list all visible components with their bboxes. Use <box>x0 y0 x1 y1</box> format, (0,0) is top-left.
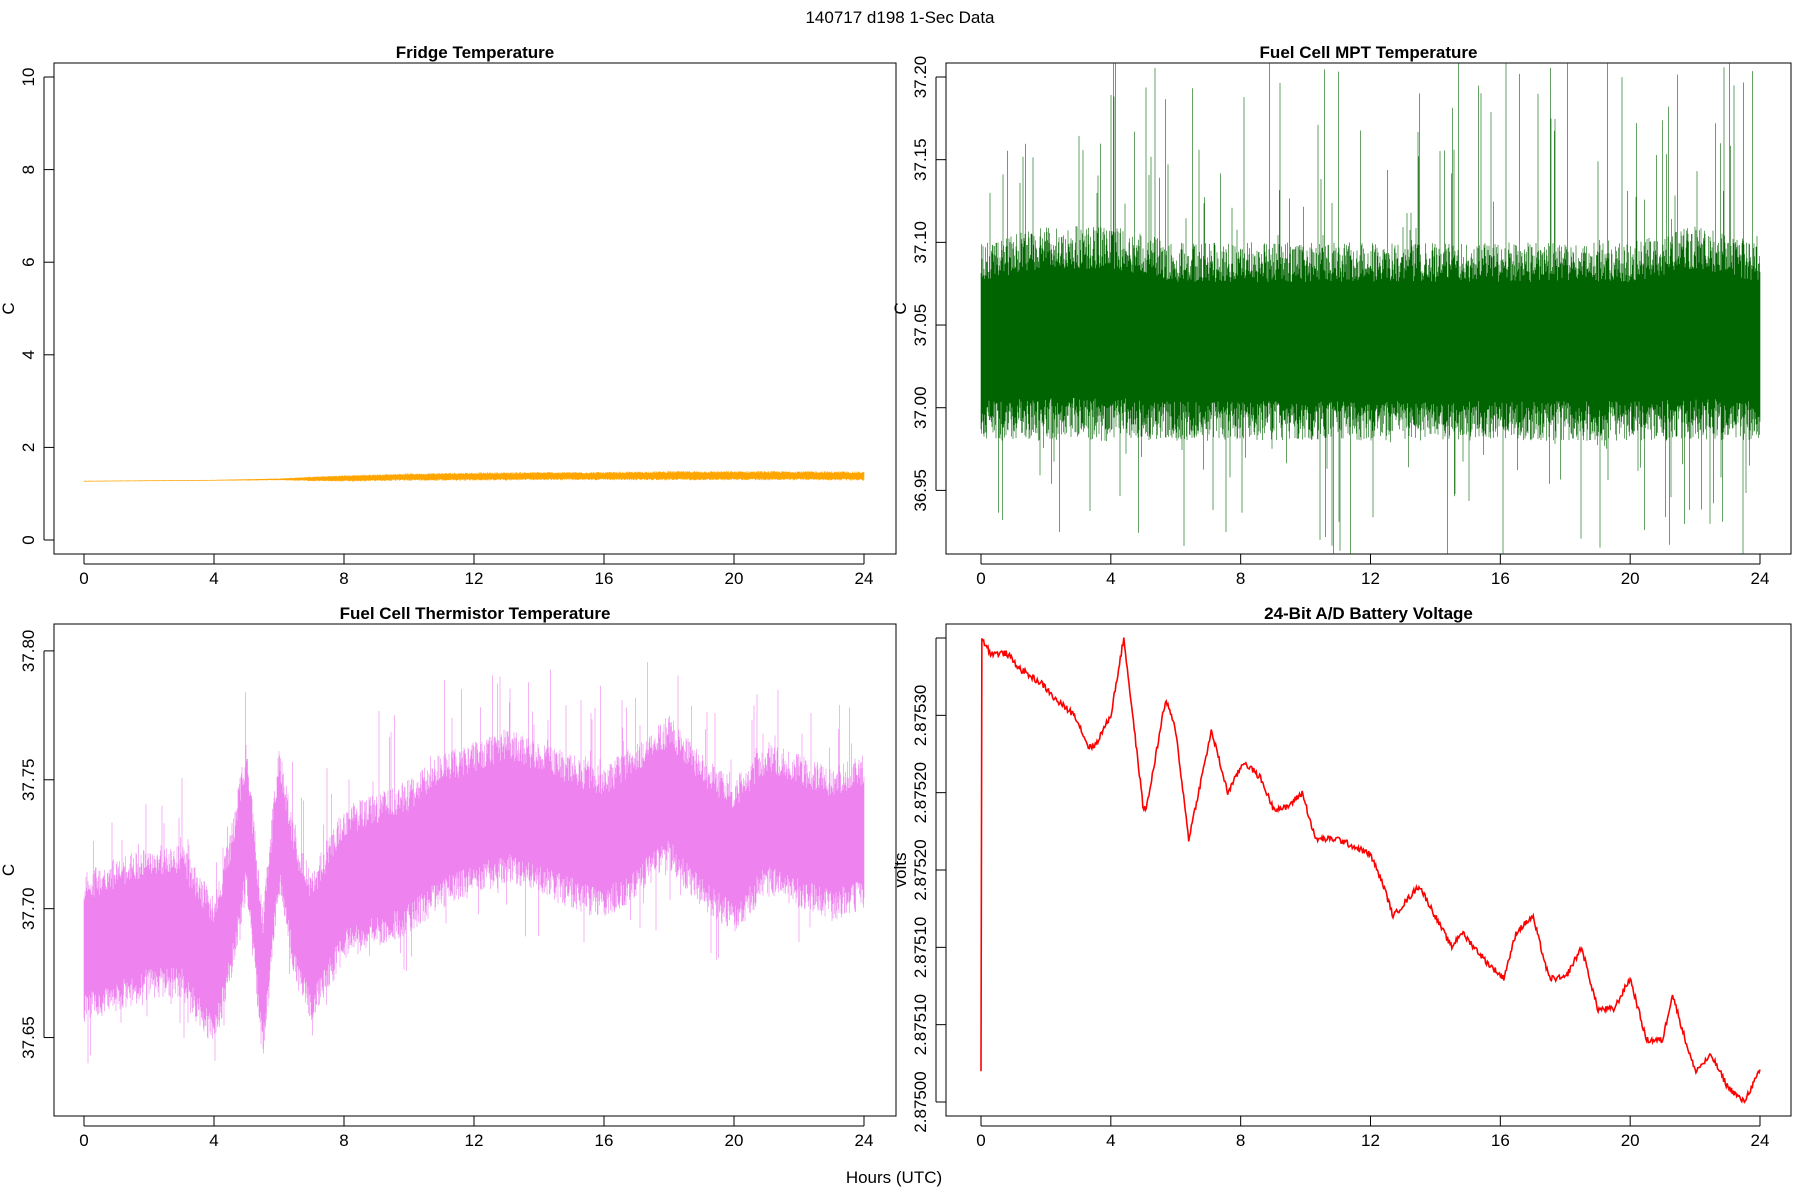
y-tick-label: 6 <box>19 257 38 266</box>
y-tick-label: 2.87520 <box>911 762 930 823</box>
series-group <box>83 471 865 482</box>
x-tick-label: 16 <box>1491 569 1510 588</box>
y-tick-label: 2.87530 <box>911 685 930 746</box>
x-tick-label: 12 <box>1361 569 1380 588</box>
y-tick-label: 2.87500 <box>911 1071 930 1132</box>
y-tick-label: 37.00 <box>911 386 930 429</box>
panel-title: Fuel Cell MPT Temperature <box>1260 43 1478 62</box>
y-tick-label: 36.95 <box>911 469 930 512</box>
x-tick-label: 24 <box>1751 1131 1770 1150</box>
y-axis-label: C <box>891 302 910 314</box>
y-tick-label: 37.10 <box>911 221 930 264</box>
plot-frame <box>53 623 897 1117</box>
x-tick-label: 24 <box>1751 569 1770 588</box>
panel-fuel-cell-thermistor-temperature: Fuel Cell Thermistor Temperature 0 4 8 12 16 2… <box>0 604 897 1150</box>
x-tick-label: 4 <box>1106 569 1115 588</box>
plot-frame <box>945 623 1792 1117</box>
x-tick-label: 24 <box>855 1131 874 1150</box>
x-tick-label: 12 <box>465 569 484 588</box>
x-tick-label: 4 <box>209 1131 218 1150</box>
series-group <box>980 63 1761 554</box>
figure-title: 140717 d198 1-Sec Data <box>805 8 995 27</box>
y-tick-label: 2.87510 <box>911 917 930 978</box>
x-tick-label: 0 <box>79 1131 88 1150</box>
plot-frame <box>945 62 1792 555</box>
x-tick-label: 20 <box>725 569 744 588</box>
y-tick-label: 0 <box>19 535 38 544</box>
x-tick-label: 20 <box>725 1131 744 1150</box>
y-tick-label: 37.65 <box>19 1016 38 1059</box>
panel-title: Fridge Temperature <box>396 43 554 62</box>
y-axis-label: volts <box>891 853 910 888</box>
y-tick-label: 37.75 <box>19 759 38 802</box>
series-line <box>83 471 865 482</box>
x-tick-label: 8 <box>1236 569 1245 588</box>
x-tick-label: 0 <box>976 1131 985 1150</box>
x-tick-label: 8 <box>1236 1131 1245 1150</box>
x-tick-label: 20 <box>1621 1131 1640 1150</box>
plot-frame <box>53 62 897 555</box>
y-tick-label: 10 <box>19 68 38 87</box>
y-tick-label: 4 <box>19 350 38 359</box>
x-tick-label: 4 <box>209 569 218 588</box>
series-line <box>83 661 865 1064</box>
x-tick-label: 0 <box>79 569 88 588</box>
y-axis-label: C <box>0 302 18 314</box>
x-tick-label: 20 <box>1621 569 1640 588</box>
x-tick-label: 16 <box>595 1131 614 1150</box>
x-tick-label: 12 <box>465 1131 484 1150</box>
y-tick-label: 37.80 <box>19 630 38 673</box>
x-tick-label: 12 <box>1361 1131 1380 1150</box>
series-line <box>980 637 1761 1104</box>
y-tick-label: 37.15 <box>911 138 930 181</box>
panel-fuel-cell-mpt-temperature: Fuel Cell MPT Temperature 0 4 8 12 16 20 24 36.9… <box>891 43 1792 588</box>
y-tick-label: 2 <box>19 443 38 452</box>
series-group <box>980 637 1761 1104</box>
y-tick-label: 37.05 <box>911 304 930 347</box>
x-tick-label: 8 <box>339 569 348 588</box>
panel-title: 24-Bit A/D Battery Voltage <box>1264 604 1473 623</box>
series-line <box>980 63 1761 554</box>
figure-x-axis-label: Hours (UTC) <box>846 1168 942 1187</box>
panel-battery-voltage: 24-Bit A/D Battery Voltage 0 4 8 12 16 20 24 2.8… <box>891 604 1792 1150</box>
x-tick-label: 16 <box>595 569 614 588</box>
x-tick-label: 16 <box>1491 1131 1510 1150</box>
y-tick-label: 37.20 <box>911 56 930 99</box>
series-group <box>83 661 865 1064</box>
y-axis-label: C <box>0 864 18 876</box>
y-tick-label: 37.70 <box>19 887 38 930</box>
x-tick-label: 8 <box>339 1131 348 1150</box>
x-tick-label: 24 <box>855 569 874 588</box>
panel-title: Fuel Cell Thermistor Temperature <box>340 604 611 623</box>
x-tick-label: 0 <box>976 569 985 588</box>
x-tick-label: 4 <box>1106 1131 1115 1150</box>
y-tick-label: 2.87520 <box>911 839 930 900</box>
y-tick-label: 8 <box>19 165 38 174</box>
y-tick-label: 2.87510 <box>911 994 930 1055</box>
